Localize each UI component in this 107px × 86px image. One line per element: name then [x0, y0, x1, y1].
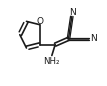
Text: N: N	[69, 8, 76, 17]
Text: O: O	[36, 17, 43, 26]
Text: N: N	[90, 34, 97, 43]
Text: NH₂: NH₂	[44, 57, 60, 66]
